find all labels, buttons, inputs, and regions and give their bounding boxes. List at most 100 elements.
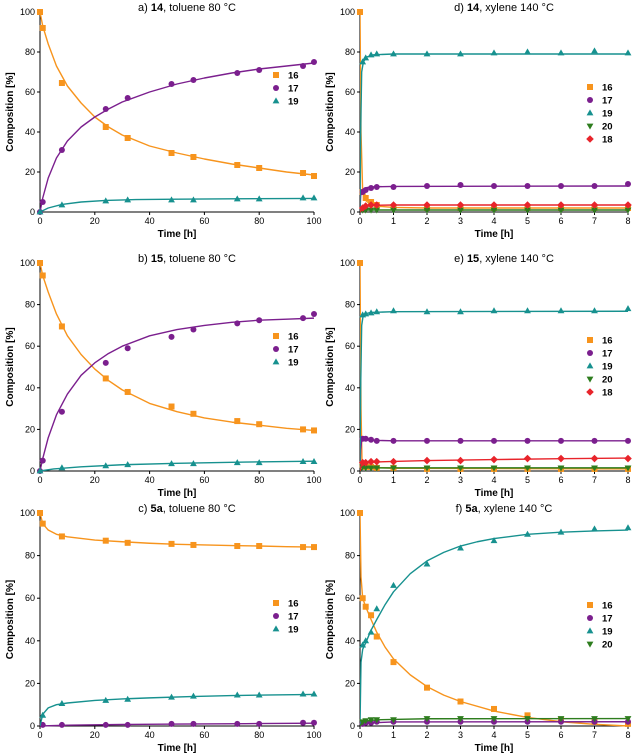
title-suffix: , xylene 140 °C bbox=[479, 2, 554, 14]
title-suffix: , toluene 80 °C bbox=[163, 503, 236, 515]
data-point-17 bbox=[124, 345, 131, 352]
x-tick-label: 7 bbox=[592, 475, 597, 485]
fit-line-17 bbox=[40, 317, 315, 472]
data-point-19 bbox=[524, 530, 531, 537]
x-tick-label: 7 bbox=[592, 730, 597, 740]
x-tick-label: 3 bbox=[458, 475, 463, 485]
data-point-20 bbox=[457, 716, 464, 723]
data-point-19 bbox=[423, 50, 431, 57]
data-point-17 bbox=[390, 437, 397, 444]
data-point-20 bbox=[490, 716, 498, 723]
title-prefix: c) bbox=[138, 503, 150, 515]
chart-title: d) 14, xylene 140 °C bbox=[454, 2, 554, 14]
x-tick-label: 5 bbox=[525, 216, 530, 226]
data-point-16 bbox=[311, 173, 317, 179]
y-tick-label: 100 bbox=[20, 258, 35, 268]
data-point-17 bbox=[625, 437, 631, 444]
data-point-16 bbox=[58, 323, 65, 330]
x-tick-label: 20 bbox=[90, 475, 100, 485]
y-tick-label: 0 bbox=[30, 466, 35, 476]
data-point-19 bbox=[367, 628, 375, 635]
x-tick-label: 8 bbox=[625, 216, 630, 226]
legend: 16 17 19 bbox=[272, 71, 299, 108]
data-point-19 bbox=[168, 196, 175, 203]
data-point-20 bbox=[362, 465, 370, 472]
data-point-20 bbox=[367, 207, 375, 214]
x-tick-label: 100 bbox=[306, 730, 321, 740]
legend-label-20: 20 bbox=[602, 122, 613, 133]
legend-marker-16 bbox=[273, 600, 279, 606]
data-point-16 bbox=[300, 544, 307, 551]
data-point-17 bbox=[558, 183, 564, 189]
data-point-19 bbox=[255, 459, 263, 466]
data-point-19 bbox=[373, 605, 381, 612]
legend-label-18: 18 bbox=[602, 388, 613, 399]
data-point-20 bbox=[624, 207, 632, 214]
series-19 bbox=[359, 47, 632, 213]
data-point-20 bbox=[490, 465, 498, 472]
legend-label-19: 19 bbox=[288, 358, 299, 369]
data-point-16 bbox=[234, 418, 241, 425]
data-point-18 bbox=[358, 204, 367, 212]
chart-panel-d: 0 20 40 60 80 100 0 1 2 3 4 5 6 7 8 Time [h] Composition… bbox=[325, 2, 632, 240]
x-tick-label: 3 bbox=[458, 730, 463, 740]
y-axis-label: Composition [%] bbox=[5, 327, 16, 406]
data-point-17 bbox=[457, 182, 464, 188]
data-point-19 bbox=[390, 307, 397, 314]
data-point-18 bbox=[389, 457, 398, 466]
data-point-17 bbox=[58, 408, 65, 415]
y-axis-label: Composition [%] bbox=[325, 327, 336, 406]
legend-label-16: 16 bbox=[602, 601, 613, 612]
legend-marker-17 bbox=[587, 615, 593, 621]
data-point-17 bbox=[168, 81, 175, 87]
legend-label-19: 19 bbox=[602, 362, 613, 373]
legend-marker-16 bbox=[273, 333, 279, 339]
y-tick-label: 60 bbox=[25, 593, 35, 603]
data-point-20 bbox=[524, 465, 531, 472]
legend-marker-16 bbox=[273, 72, 279, 78]
series-16 bbox=[37, 9, 317, 179]
data-point-16 bbox=[357, 510, 363, 516]
data-point-17 bbox=[58, 721, 65, 728]
fit-line-19 bbox=[40, 197, 315, 213]
y-axis-label: Composition [%] bbox=[325, 72, 336, 151]
data-point-18 bbox=[423, 456, 431, 465]
data-point-19 bbox=[310, 458, 318, 465]
title-suffix: , toluene 80 °C bbox=[163, 2, 236, 14]
data-point-20 bbox=[390, 465, 397, 472]
data-point-17 bbox=[300, 719, 307, 726]
data-point-19 bbox=[457, 50, 464, 57]
chart-panel-e: 0 20 40 60 80 100 0 1 2 3 4 5 6 7 8 Time [h] Composition… bbox=[325, 253, 632, 499]
x-tick-label: 2 bbox=[424, 730, 429, 740]
data-point-19 bbox=[624, 49, 632, 56]
legend-label-19: 19 bbox=[602, 109, 613, 120]
y-tick-label: 20 bbox=[25, 167, 35, 177]
legend-marker-18 bbox=[586, 135, 594, 143]
chart-panel-a: 0 20 40 60 80 100 0 20 40 60 80 100 Time [h] Composit… bbox=[5, 2, 322, 240]
x-tick-label: 20 bbox=[90, 730, 100, 740]
legend: 16 17 19 20 bbox=[586, 601, 613, 651]
data-point-16 bbox=[491, 705, 497, 712]
y-tick-label: 60 bbox=[345, 87, 355, 97]
data-point-20 bbox=[524, 207, 531, 214]
data-point-19 bbox=[423, 308, 431, 315]
data-point-16 bbox=[39, 25, 46, 31]
data-point-20 bbox=[557, 716, 565, 723]
data-point-17 bbox=[424, 183, 430, 189]
data-point-19 bbox=[591, 525, 598, 532]
data-point-19 bbox=[423, 560, 431, 567]
data-point-17 bbox=[373, 184, 380, 190]
x-tick-label: 60 bbox=[199, 475, 209, 485]
data-point-19 bbox=[557, 528, 565, 535]
fit-line-16 bbox=[360, 11, 628, 209]
x-tick-label: 0 bbox=[357, 730, 362, 740]
data-point-19 bbox=[362, 637, 370, 644]
x-axis-label: Time [h] bbox=[158, 229, 197, 240]
y-tick-label: 80 bbox=[25, 47, 35, 57]
y-tick-label: 40 bbox=[345, 383, 355, 393]
data-point-19 bbox=[310, 690, 318, 697]
data-point-17 bbox=[39, 199, 46, 205]
data-point-19 bbox=[367, 51, 375, 58]
data-point-19 bbox=[457, 544, 464, 551]
